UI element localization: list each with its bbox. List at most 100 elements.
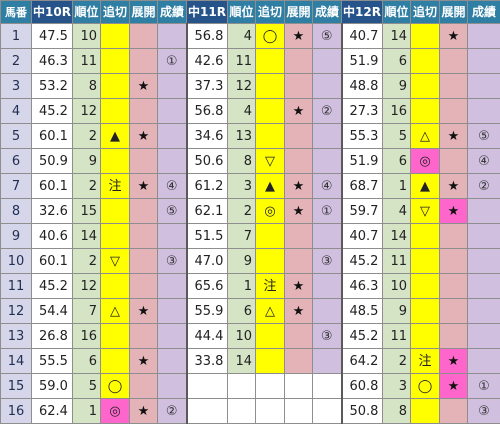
tenkai-mark-cell [284, 398, 313, 424]
result-cell [467, 73, 500, 99]
rank-cell: 4 [227, 98, 256, 124]
speed-score-cell: 68.7 [340, 173, 383, 199]
rank-cell: 3 [382, 373, 411, 399]
tenkai-mark-cell [439, 223, 468, 249]
oikiri-mark-cell [100, 223, 130, 249]
table-row: 14 55.5 6 ★ 33.8 14 64.2 2 注 ★ [0, 348, 500, 374]
rank-cell: 14 [382, 223, 411, 249]
rank-cell: 1 [382, 173, 411, 199]
tenkai-mark-cell: ★ [439, 173, 468, 199]
tenkai-mark-cell [439, 248, 468, 274]
speed-score-cell: 51.9 [340, 148, 383, 174]
result-cell [467, 323, 500, 349]
result-cell [467, 248, 500, 274]
speed-score-cell [185, 373, 228, 399]
tenkai-mark-cell [284, 248, 313, 274]
table-row: 5 60.1 2 ▲ ★ 34.6 13 55.3 5 △ ★ ⑤ [0, 123, 500, 149]
rank-cell: 8 [72, 73, 101, 99]
result-cell: ② [467, 173, 500, 199]
horse-number: 9 [0, 223, 32, 249]
table-row: 6 50.9 9 50.6 8 ▽ 51.9 6 ◎ ④ [0, 148, 500, 174]
race-header-11r: 中11R [186, 0, 228, 24]
oikiri-mark-cell: ◎ [410, 148, 440, 174]
rank-cell: 2 [72, 248, 101, 274]
horse-number: 13 [0, 323, 32, 349]
seiseki-header: 成績 [467, 0, 500, 24]
speed-score-cell: 62.4 [31, 398, 73, 424]
tenkai-mark-cell [129, 223, 158, 249]
table-row: 3 53.2 8 ★ 37.3 12 48.8 9 [0, 73, 500, 99]
seiseki-header: 成績 [157, 0, 187, 24]
tenkai-mark-cell [439, 148, 468, 174]
tenkai-mark-cell [129, 323, 158, 349]
tenkai-mark-cell [129, 273, 158, 299]
tenkai-mark-cell: ★ [129, 123, 158, 149]
rank-cell: 6 [382, 148, 411, 174]
tenkai-mark-cell: ★ [284, 273, 313, 299]
table-row: 16 62.4 1 ◎ ★ ② 50.8 8 ③ [0, 398, 500, 424]
oikiri-mark-cell [255, 348, 285, 374]
oikiri-mark-cell [410, 323, 440, 349]
result-cell: ④ [312, 173, 342, 199]
tenkai-mark-cell: ★ [129, 298, 158, 324]
oikiri-mark-cell [410, 23, 440, 49]
result-cell [157, 23, 187, 49]
result-cell [467, 48, 500, 74]
tenkai-header: 展開 [284, 0, 313, 24]
tenkai-mark-cell [129, 98, 158, 124]
oikiri-mark-cell [255, 373, 285, 399]
result-cell [157, 98, 187, 124]
rank-cell: 5 [72, 373, 101, 399]
oikiri-mark-cell: ▽ [100, 248, 130, 274]
speed-score-cell: 62.1 [185, 198, 228, 224]
result-cell [157, 73, 187, 99]
tenkai-mark-cell [284, 123, 313, 149]
result-cell [467, 223, 500, 249]
rank-cell: 6 [227, 298, 256, 324]
result-cell [312, 223, 342, 249]
tenkai-mark-cell [284, 73, 313, 99]
result-cell [467, 198, 500, 224]
speed-score-cell: 60.1 [31, 123, 73, 149]
tenkai-mark-cell [284, 348, 313, 374]
oikiri-mark-cell: △ [100, 298, 130, 324]
result-cell: ③ [312, 248, 342, 274]
speed-score-cell: 48.8 [340, 73, 383, 99]
speed-score-cell: 54.4 [31, 298, 73, 324]
table-row: 7 60.1 2 注 ★ ④ 61.2 3 ▲ ★ ④ 68.7 1 ▲ ★ ② [0, 173, 500, 199]
horse-number: 15 [0, 373, 32, 399]
speed-score-cell: 47.0 [185, 248, 228, 274]
oikiri-mark-cell [410, 248, 440, 274]
oikiri-mark-cell [255, 98, 285, 124]
result-cell [312, 48, 342, 74]
oikiri-mark-cell [410, 48, 440, 74]
table-row: 11 45.2 12 65.6 1 注 ★ 46.3 10 [0, 273, 500, 299]
table-row: 4 45.2 12 56.8 4 ★ ② 27.3 16 [0, 98, 500, 124]
speed-score-cell: 45.2 [31, 273, 73, 299]
rank-cell: 9 [72, 148, 101, 174]
rank-cell: 9 [382, 73, 411, 99]
oikiri-mark-cell: ◎ [100, 398, 130, 424]
rank-cell: 7 [72, 298, 101, 324]
result-cell [312, 373, 342, 399]
speed-score-cell: 34.6 [185, 123, 228, 149]
tenkai-mark-cell [284, 323, 313, 349]
tenkai-mark-cell: ★ [439, 123, 468, 149]
rank-cell: 11 [227, 48, 256, 74]
oikiri-mark-cell: ◯ [255, 23, 285, 49]
rank-cell: 15 [72, 198, 101, 224]
rank-header: 順位 [382, 0, 411, 24]
result-cell [467, 98, 500, 124]
horse-number: 1 [0, 23, 32, 49]
speed-score-cell: 56.8 [185, 23, 228, 49]
speed-score-cell: 46.3 [31, 48, 73, 74]
horse-number: 16 [0, 398, 32, 424]
result-cell [312, 73, 342, 99]
oikiri-mark-cell [100, 23, 130, 49]
result-cell: ⑤ [157, 198, 187, 224]
speed-score-cell: 60.8 [340, 373, 383, 399]
tenkai-mark-cell [439, 298, 468, 324]
result-cell: ① [312, 198, 342, 224]
result-cell [312, 273, 342, 299]
rank-cell: 6 [72, 348, 101, 374]
